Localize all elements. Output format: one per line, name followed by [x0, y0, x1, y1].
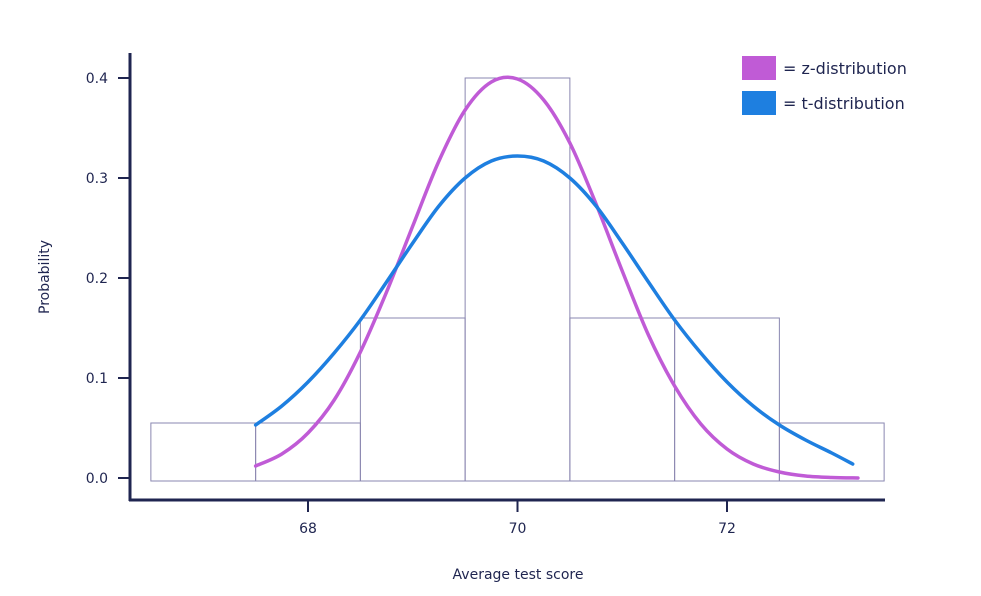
x-axis-title: Average test score	[453, 567, 584, 583]
legend-z-swatch	[742, 56, 776, 80]
histogram-bar-2	[359, 317, 466, 482]
legend-t-label: = t-distribution	[783, 94, 905, 113]
histogram-bar-5	[674, 317, 780, 482]
y-tick-label: 0.3	[86, 171, 108, 187]
legend-z-label: = z-distribution	[783, 59, 907, 78]
histogram-bar-4	[569, 317, 676, 482]
legend-t-swatch	[742, 91, 776, 115]
histogram-bar-6	[778, 422, 885, 482]
y-tick-label: 0.0	[86, 471, 108, 487]
y-tick-label: 0.1	[86, 371, 108, 387]
curve-layer	[253, 75, 860, 480]
y-axis-title: Probability	[37, 240, 53, 314]
axis-layer: 0.0 0.1 0.2 0.3 0.4 68 70 72	[86, 53, 885, 537]
x-tick-label: 70	[509, 521, 527, 537]
histogram-bar-0	[150, 422, 257, 482]
y-tick-label: 0.2	[86, 271, 108, 287]
z-distribution-line	[253, 75, 860, 480]
histogram-bar-3	[464, 77, 571, 482]
histogram-layer	[150, 77, 885, 482]
x-tick-label: 72	[718, 521, 736, 537]
x-tick-label: 68	[299, 521, 317, 537]
legend-layer: = z-distribution = t-distribution	[742, 56, 907, 115]
t-distribution-line	[253, 154, 855, 466]
y-tick-label: 0.4	[86, 71, 108, 87]
